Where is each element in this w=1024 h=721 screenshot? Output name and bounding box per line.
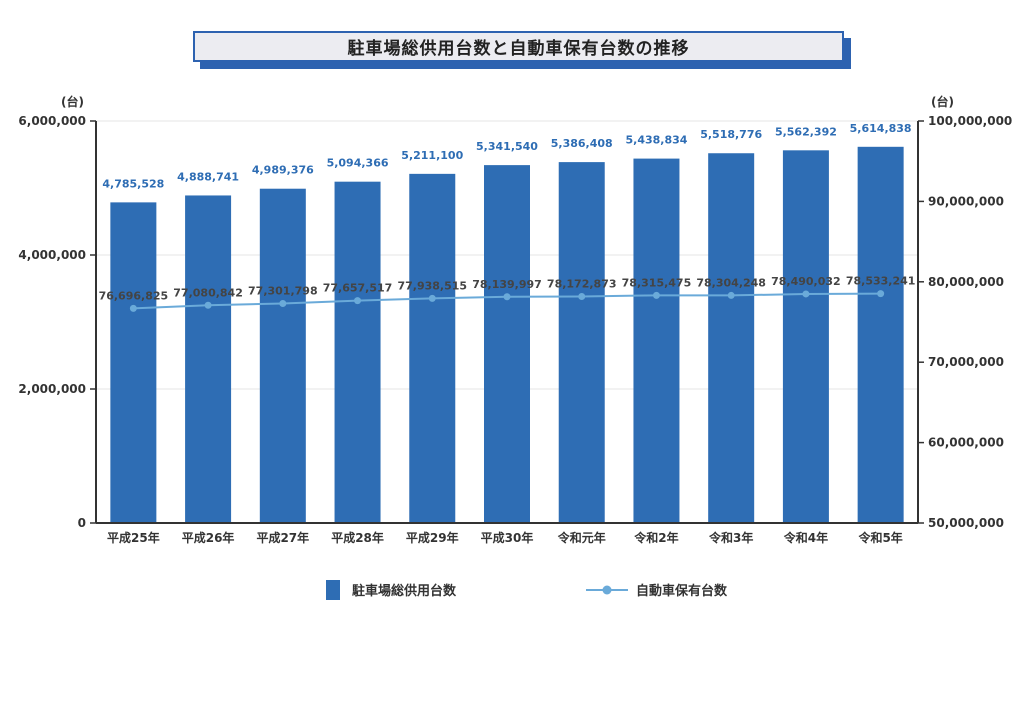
bar-value-label: 4,989,376 <box>252 164 314 177</box>
bar <box>558 162 605 523</box>
bar-value-label: 5,562,392 <box>775 125 837 138</box>
right-axis-tick-label: 80,000,000 <box>928 275 1004 289</box>
line-point <box>204 301 212 309</box>
bar <box>409 173 456 523</box>
x-axis-tick-label: 令和2年 <box>633 530 678 545</box>
bar-value-label: 4,888,741 <box>177 170 239 183</box>
bar-value-label: 5,438,834 <box>625 134 687 147</box>
bar <box>782 150 829 523</box>
line-point <box>727 291 735 299</box>
line-point <box>279 299 287 307</box>
line-value-label: 78,533,241 <box>846 275 916 288</box>
x-axis-tick-label: 平成28年 <box>331 530 384 545</box>
x-axis-tick-label: 平成26年 <box>182 530 235 545</box>
line-value-label: 77,301,798 <box>248 284 318 297</box>
x-axis-tick-label: 令和5年 <box>857 530 902 545</box>
x-axis-tick-label: 平成27年 <box>256 530 309 545</box>
line-value-label: 78,139,997 <box>472 278 542 291</box>
legend-line-label: 自動車保有台数 <box>636 583 728 599</box>
x-axis-tick-label: 平成30年 <box>481 530 534 545</box>
bar-value-label: 5,341,540 <box>476 140 538 153</box>
right-axis-tick-label: 90,000,000 <box>928 194 1004 208</box>
line-value-label: 77,657,517 <box>323 282 393 295</box>
line-point <box>578 292 586 300</box>
bar-value-label: 5,094,366 <box>327 157 389 170</box>
line-point <box>354 297 362 305</box>
line-point <box>503 293 511 301</box>
x-axis-tick-label: 平成25年 <box>107 530 160 545</box>
x-axis-tick-label: 令和3年 <box>708 530 753 545</box>
left-axis-tick-label: 4,000,000 <box>18 248 86 262</box>
bar <box>633 158 680 523</box>
bar-value-label: 4,785,528 <box>102 177 164 190</box>
right-axis-tick-label: 60,000,000 <box>928 436 1004 450</box>
bar <box>259 188 306 524</box>
line-point <box>877 290 885 298</box>
right-axis-tick-label: 100,000,000 <box>928 114 1012 128</box>
bar <box>334 181 381 523</box>
line-point <box>129 304 137 312</box>
legend-bar-label: 駐車場総供用台数 <box>352 583 457 599</box>
right-axis-unit: (台) <box>931 94 954 109</box>
bar-value-label: 5,386,408 <box>551 137 613 150</box>
chart-title-banner: 駐車場総供用台数と自動車保有台数の推移 <box>193 31 851 69</box>
bar <box>185 195 232 523</box>
left-axis-tick-label: 0 <box>78 516 86 530</box>
title-banner-box: 駐車場総供用台数と自動車保有台数の推移 <box>193 31 844 62</box>
line-point <box>802 290 810 298</box>
right-axis-tick-label: 70,000,000 <box>928 355 1004 369</box>
bar-value-label: 5,614,838 <box>850 122 912 135</box>
bar <box>857 146 904 523</box>
line-value-label: 78,172,873 <box>547 277 617 290</box>
bar <box>708 153 755 523</box>
x-axis-tick-label: 平成29年 <box>406 530 459 545</box>
line-value-label: 78,304,248 <box>696 276 766 289</box>
legend-line-marker <box>602 585 612 595</box>
right-axis-tick-label: 50,000,000 <box>928 516 1004 530</box>
line-value-label: 76,696,825 <box>99 289 169 302</box>
x-axis-tick-label: 令和元年 <box>557 530 606 545</box>
bar <box>110 202 157 523</box>
left-axis-tick-label: 6,000,000 <box>18 114 86 128</box>
bar-value-label: 5,518,776 <box>700 128 762 141</box>
chart-title: 駐車場総供用台数と自動車保有台数の推移 <box>347 39 690 59</box>
line-value-label: 78,315,475 <box>622 276 692 289</box>
line-value-label: 78,490,032 <box>771 275 841 288</box>
left-axis-tick-label: 2,000,000 <box>18 382 86 396</box>
line-value-label: 77,938,515 <box>397 279 467 292</box>
left-axis-unit: (台) <box>61 94 84 109</box>
line-point <box>652 291 660 299</box>
bar <box>484 165 530 523</box>
line-point <box>428 294 436 302</box>
x-axis-tick-label: 令和4年 <box>783 530 828 545</box>
bar-value-label: 5,211,100 <box>401 149 463 162</box>
legend-bar-swatch <box>326 580 340 600</box>
line-value-label: 77,080,842 <box>173 286 243 299</box>
